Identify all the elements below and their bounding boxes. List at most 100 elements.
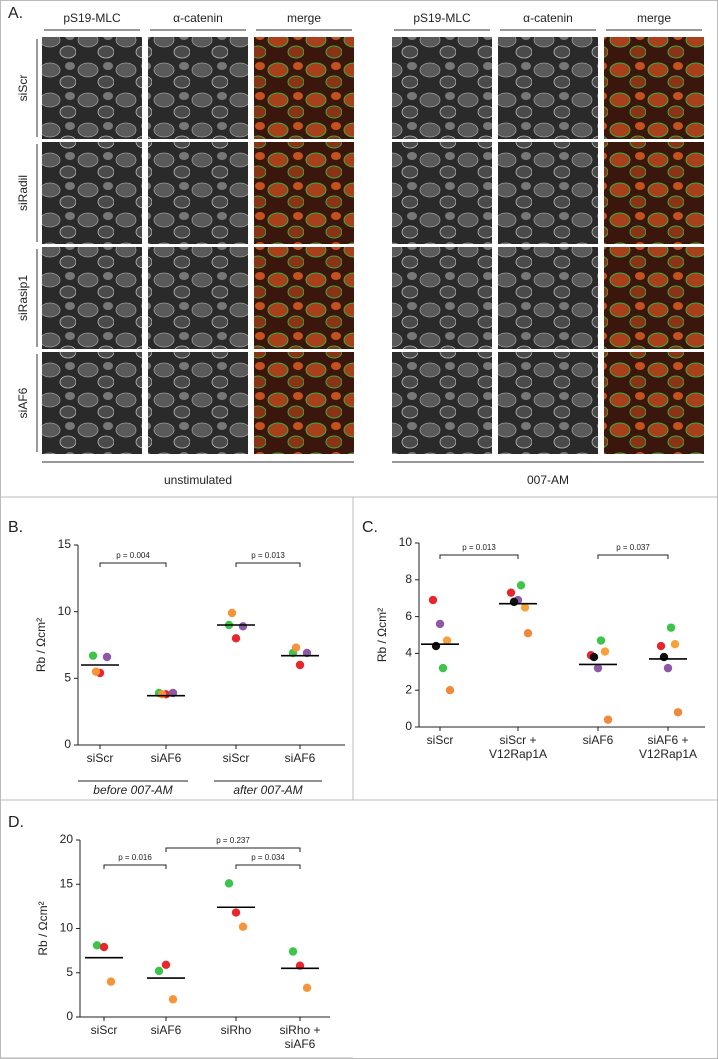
micrograph (254, 142, 354, 244)
x-tick-label: siAF6 (582, 733, 614, 747)
data-point (227, 608, 237, 618)
significance-bracket (439, 554, 519, 559)
x-tick-label: siAF6 (284, 751, 316, 765)
micrograph (148, 247, 248, 349)
data-point (168, 995, 178, 1004)
micrograph (498, 352, 598, 454)
row-label: siScr (16, 75, 30, 102)
y-axis-label: Rb / Ωcm² (375, 608, 389, 662)
data-point (516, 581, 526, 590)
data-point (92, 941, 102, 950)
y-tick-label: 5 (66, 965, 73, 979)
y-tick-label: 4 (405, 646, 412, 660)
x-tick-label: siScr + V12Rap1A (488, 733, 548, 761)
panel-label: D. (8, 814, 24, 831)
micrograph (254, 352, 354, 454)
data-point (600, 647, 610, 656)
data-point (589, 652, 599, 662)
y-axis-label: Rb / Ωcm² (36, 901, 50, 955)
data-point (506, 588, 516, 597)
micrograph (604, 37, 704, 139)
group-label: before 007-AM (93, 783, 172, 797)
data-point (445, 686, 455, 695)
y-tick-label: 0 (405, 719, 412, 733)
data-point (102, 652, 112, 662)
significance-bracket (597, 554, 669, 559)
column-header: α-catenin (173, 11, 223, 25)
p-value: p = 0.034 (251, 853, 285, 862)
data-point (161, 960, 171, 969)
data-point (659, 652, 669, 662)
group-label: 007-AM (527, 473, 569, 487)
x-tick-label: siScr (222, 751, 250, 765)
x-tick-label: siScr (86, 751, 114, 765)
data-point (291, 643, 301, 652)
data-point (663, 663, 673, 673)
micrograph (254, 247, 354, 349)
data-point (523, 628, 533, 638)
y-tick-label: 0 (66, 1009, 73, 1023)
micrograph (498, 142, 598, 244)
micrograph (392, 247, 492, 349)
y-tick-label: 2 (405, 682, 412, 696)
data-point (666, 623, 676, 632)
data-point (670, 640, 680, 649)
x-tick-label: siScr (426, 733, 454, 747)
group-label: unstimulated (164, 473, 232, 487)
micrograph (392, 352, 492, 454)
data-point (238, 922, 248, 931)
p-value: p = 0.037 (616, 543, 650, 552)
data-point (509, 597, 519, 607)
data-point (442, 636, 452, 645)
column-header: pS19-MLC (413, 11, 471, 25)
data-point (295, 660, 305, 670)
data-point (431, 641, 441, 651)
x-tick-label: siAF6 (150, 751, 182, 765)
row-label: siAF6 (16, 387, 30, 418)
micrograph (604, 247, 704, 349)
data-point (88, 651, 98, 660)
panel-label: C. (362, 519, 378, 536)
micrograph (498, 247, 598, 349)
micrograph (42, 37, 142, 139)
micrograph (392, 142, 492, 244)
y-tick-label: 6 (405, 609, 412, 623)
micrograph (498, 37, 598, 139)
significance-bracket (99, 562, 167, 567)
y-tick-label: 10 (58, 604, 72, 618)
micrograph (604, 142, 704, 244)
data-point (520, 603, 530, 612)
column-header: pS19-MLC (63, 11, 121, 25)
data-point (673, 708, 683, 717)
significance-bracket (235, 562, 301, 567)
data-point (656, 641, 666, 651)
data-point (99, 942, 109, 952)
p-value: p = 0.013 (462, 543, 496, 552)
micrograph (148, 142, 248, 244)
data-point (435, 619, 445, 629)
micrograph (42, 247, 142, 349)
p-value: p = 0.004 (116, 551, 150, 560)
group-label: after 007-AM (233, 783, 302, 797)
data-point (438, 663, 448, 673)
data-point (238, 622, 248, 631)
data-point (91, 667, 101, 676)
column-header: α-catenin (523, 11, 573, 25)
data-point (224, 879, 234, 888)
data-point (231, 634, 241, 643)
data-point (428, 595, 438, 605)
significance-bracket (103, 864, 167, 869)
p-value: p = 0.013 (251, 551, 285, 560)
micrograph (148, 37, 248, 139)
y-tick-label: 0 (64, 737, 71, 751)
x-tick-label: siScr (90, 1023, 118, 1037)
micrograph (42, 352, 142, 454)
micrograph (604, 352, 704, 454)
data-point (302, 983, 312, 992)
data-point (603, 715, 613, 724)
x-tick-label: siAF6 + V12Rap1A (638, 733, 698, 761)
micrograph (392, 37, 492, 139)
y-tick-label: 15 (58, 537, 72, 551)
